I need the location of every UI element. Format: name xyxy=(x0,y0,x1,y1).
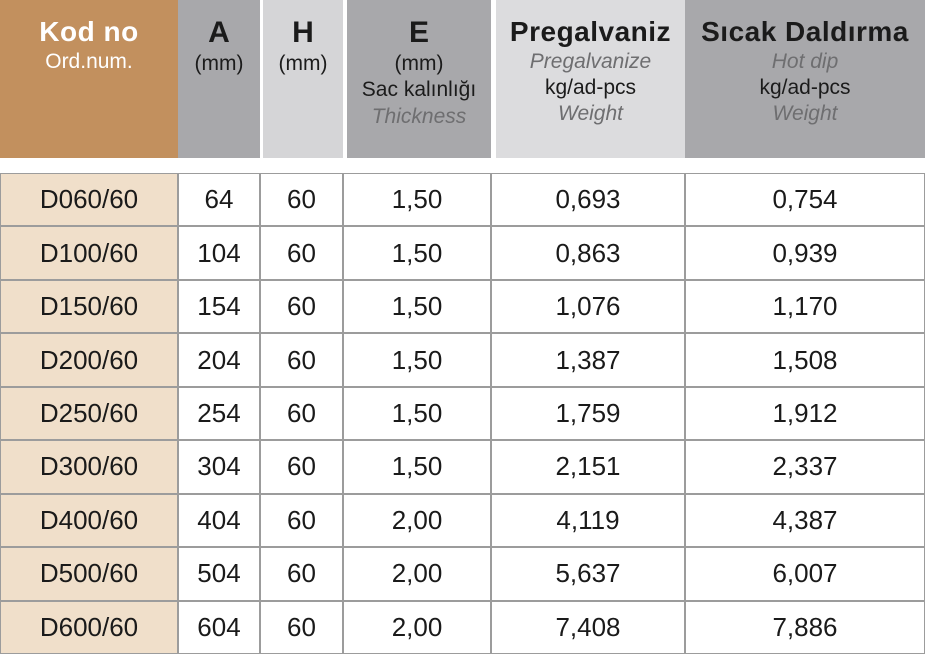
cell-pregalvaniz_kg: 0,863 xyxy=(491,226,685,280)
cell-a_mm: 204 xyxy=(178,333,260,387)
cell-pregalvaniz_kg: 0,693 xyxy=(491,173,685,227)
cell-kod_no: D060/60 xyxy=(0,173,178,227)
cell-hot_dip_kg: 4,387 xyxy=(685,493,925,548)
table-header: Kod no Ord.num. A (mm) H (mm) E (mm) Sac… xyxy=(0,0,925,158)
header-h-title: H xyxy=(292,16,314,49)
cell-kod_no: D600/60 xyxy=(0,600,178,654)
cell-kod_no: D500/60 xyxy=(0,547,178,601)
cell-hot_dip_kg: 1,170 xyxy=(685,279,925,334)
cell-a_mm: 64 xyxy=(178,173,260,227)
header-e-title: E xyxy=(408,16,429,49)
header-hot-dip-subtitle: Hot dip xyxy=(771,49,839,73)
header-hot-dip-desc: Weight xyxy=(772,102,838,126)
table-body: D060/60 64 60 1,50 0,693 0,754 D100/60 104 60 1,5… xyxy=(0,173,925,654)
table-row: D150/60 154 60 1,50 1,076 1,170 xyxy=(0,279,925,334)
cell-a_mm: 154 xyxy=(178,279,260,334)
cell-h_mm: 60 xyxy=(260,440,343,494)
table-row: D250/60 254 60 1,50 1,759 1,912 xyxy=(0,386,925,441)
header-e-desc-tr: Sac kalınlığı xyxy=(361,78,477,102)
cell-pregalvaniz_kg: 7,408 xyxy=(491,600,685,654)
cell-hot_dip_kg: 0,939 xyxy=(685,226,925,280)
header-h-unit: (mm) xyxy=(278,52,328,75)
cell-kod_no: D300/60 xyxy=(0,440,178,494)
cell-e_mm: 1,50 xyxy=(343,279,491,334)
header-body-divider xyxy=(0,158,925,173)
cell-kod_no: D250/60 xyxy=(0,386,178,441)
cell-pregalvaniz_kg: 4,119 xyxy=(491,493,685,548)
cell-e_mm: 1,50 xyxy=(343,173,491,227)
cell-h_mm: 60 xyxy=(260,226,343,280)
cell-kod_no: D200/60 xyxy=(0,333,178,387)
header-kod-no-title: Kod no xyxy=(39,16,139,47)
cell-hot_dip_kg: 2,337 xyxy=(685,440,925,494)
cell-kod_no: D400/60 xyxy=(0,493,178,548)
cell-a_mm: 504 xyxy=(178,547,260,601)
cell-h_mm: 60 xyxy=(260,333,343,387)
cell-e_mm: 2,00 xyxy=(343,493,491,548)
header-kod-no: Kod no Ord.num. xyxy=(0,0,178,158)
header-kod-no-subtitle: Ord.num. xyxy=(45,49,133,73)
header-pregalvaniz-unit: kg/ad-pcs xyxy=(544,75,637,99)
cell-h_mm: 60 xyxy=(260,600,343,654)
cell-pregalvaniz_kg: 1,076 xyxy=(491,279,685,334)
header-pregalvaniz-desc: Weight xyxy=(558,102,623,126)
cell-h_mm: 60 xyxy=(260,547,343,601)
cell-e_mm: 1,50 xyxy=(343,226,491,280)
cell-h_mm: 60 xyxy=(260,279,343,334)
cell-e_mm: 1,50 xyxy=(343,333,491,387)
header-hot-dip-unit: kg/ad-pcs xyxy=(759,75,851,99)
cell-e_mm: 2,00 xyxy=(343,600,491,654)
cell-h_mm: 60 xyxy=(260,173,343,227)
cell-kod_no: D150/60 xyxy=(0,279,178,334)
header-e-unit: (mm) xyxy=(394,52,444,75)
header-a-title: A xyxy=(208,16,230,49)
cell-h_mm: 60 xyxy=(260,386,343,441)
cell-e_mm: 1,50 xyxy=(343,440,491,494)
table-row: D600/60 604 60 2,00 7,408 7,886 xyxy=(0,600,925,654)
header-pregalvaniz-subtitle: Pregalvanize xyxy=(529,49,652,73)
cell-hot_dip_kg: 0,754 xyxy=(685,173,925,227)
table-row: D060/60 64 60 1,50 0,693 0,754 xyxy=(0,173,925,227)
cell-hot_dip_kg: 1,912 xyxy=(685,386,925,441)
table-row: D500/60 504 60 2,00 5,637 6,007 xyxy=(0,547,925,601)
table-row: D400/60 404 60 2,00 4,119 4,387 xyxy=(0,493,925,548)
cell-a_mm: 604 xyxy=(178,600,260,654)
header-hot-dip-title: Sıcak Daldırma xyxy=(701,16,909,47)
table-row: D200/60 204 60 1,50 1,387 1,508 xyxy=(0,333,925,387)
header-e-thickness: E (mm) Sac kalınlığı Thickness xyxy=(343,0,491,158)
cell-a_mm: 104 xyxy=(178,226,260,280)
table-row: D300/60 304 60 1,50 2,151 2,337 xyxy=(0,440,925,494)
header-a-unit: (mm) xyxy=(194,52,244,75)
cell-a_mm: 404 xyxy=(178,493,260,548)
cell-pregalvaniz_kg: 1,759 xyxy=(491,386,685,441)
header-pregalvaniz-title: Pregalvaniz xyxy=(509,16,672,47)
cell-a_mm: 254 xyxy=(178,386,260,441)
cell-e_mm: 2,00 xyxy=(343,547,491,601)
cell-a_mm: 304 xyxy=(178,440,260,494)
cell-pregalvaniz_kg: 2,151 xyxy=(491,440,685,494)
header-pregalvaniz-weight: Pregalvaniz Pregalvanize kg/ad-pcs Weigh… xyxy=(491,0,685,158)
header-hot-dip-weight: Sıcak Daldırma Hot dip kg/ad-pcs Weight xyxy=(685,0,925,158)
header-h-mm: H (mm) xyxy=(260,0,343,158)
header-a-mm: A (mm) xyxy=(178,0,260,158)
cell-kod_no: D100/60 xyxy=(0,226,178,280)
table-row: D100/60 104 60 1,50 0,863 0,939 xyxy=(0,226,925,280)
cell-pregalvaniz_kg: 5,637 xyxy=(491,547,685,601)
cell-hot_dip_kg: 1,508 xyxy=(685,333,925,387)
cell-hot_dip_kg: 6,007 xyxy=(685,547,925,601)
cell-h_mm: 60 xyxy=(260,493,343,548)
cell-hot_dip_kg: 7,886 xyxy=(685,600,925,654)
cell-pregalvaniz_kg: 1,387 xyxy=(491,333,685,387)
header-e-desc-en: Thickness xyxy=(371,104,467,128)
cell-e_mm: 1,50 xyxy=(343,386,491,441)
